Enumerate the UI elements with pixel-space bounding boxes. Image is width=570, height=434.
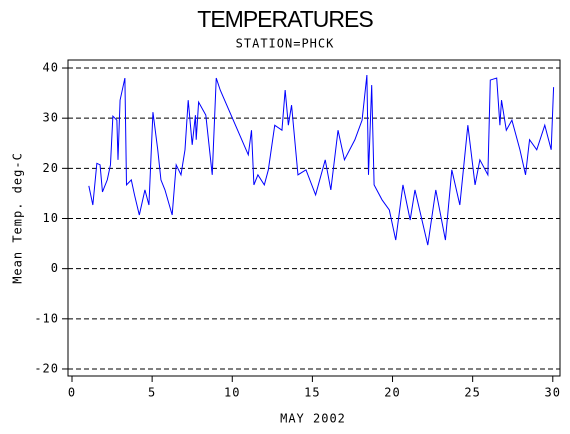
x-tick-label: 0 — [68, 386, 76, 400]
y-tick-label: 30 — [43, 111, 59, 125]
y-tick-label: 10 — [43, 211, 59, 225]
plot-frame — [67, 59, 561, 377]
chart-subtitle: STATION=PHCK — [236, 37, 335, 51]
x-tick-label: 25 — [464, 386, 480, 400]
y-axis-label: Mean Temp. deg-C — [11, 152, 25, 284]
y-tick-label: 20 — [43, 161, 59, 175]
y-tick-label: -10 — [34, 311, 59, 325]
y-tick-label: -20 — [34, 361, 59, 375]
data-line — [88, 74, 555, 246]
x-tick-label: 20 — [384, 386, 400, 400]
y-tick-label: 0 — [51, 261, 59, 275]
x-tick-label: 5 — [148, 386, 156, 400]
chart-title: TEMPERATURES — [197, 6, 373, 32]
x-tick-label: 15 — [304, 386, 320, 400]
y-tick-label: 40 — [43, 61, 59, 75]
x-tick-label: 10 — [224, 386, 240, 400]
x-tick-label: 30 — [545, 386, 561, 400]
x-axis-label: MAY 2002 — [280, 412, 346, 426]
